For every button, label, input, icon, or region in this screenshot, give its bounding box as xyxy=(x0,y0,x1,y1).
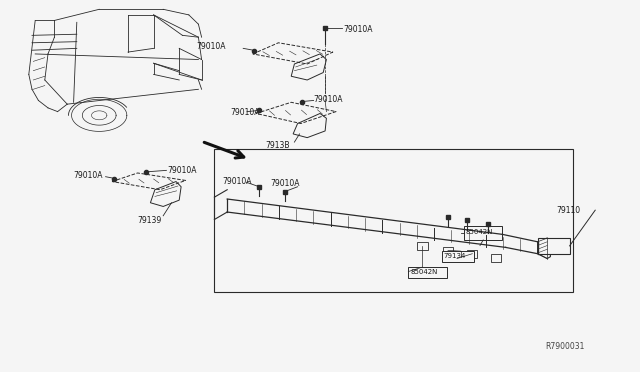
Text: 7913B: 7913B xyxy=(266,141,290,150)
Bar xyxy=(214,149,573,292)
Text: R7900031: R7900031 xyxy=(545,342,585,351)
Bar xyxy=(491,254,501,262)
Text: 79010A: 79010A xyxy=(270,179,300,188)
Bar xyxy=(443,247,453,255)
Bar xyxy=(464,226,502,240)
Text: 79110: 79110 xyxy=(557,206,581,215)
Text: 79010A: 79010A xyxy=(344,25,373,33)
Text: 79139: 79139 xyxy=(138,216,162,225)
Bar xyxy=(442,251,474,262)
Text: 79010A: 79010A xyxy=(196,42,225,51)
Text: 79010A: 79010A xyxy=(223,177,252,186)
Bar xyxy=(408,267,447,278)
Text: 79134: 79134 xyxy=(444,253,466,259)
Text: 85042N: 85042N xyxy=(466,230,493,235)
Bar xyxy=(467,250,477,258)
Bar xyxy=(417,242,428,250)
Text: 79010A: 79010A xyxy=(74,171,103,180)
Text: 79010A: 79010A xyxy=(168,166,197,174)
Text: 85042N: 85042N xyxy=(410,269,438,275)
Text: 79010A: 79010A xyxy=(314,95,343,104)
Text: 79010A: 79010A xyxy=(230,108,260,117)
Bar xyxy=(538,238,570,254)
